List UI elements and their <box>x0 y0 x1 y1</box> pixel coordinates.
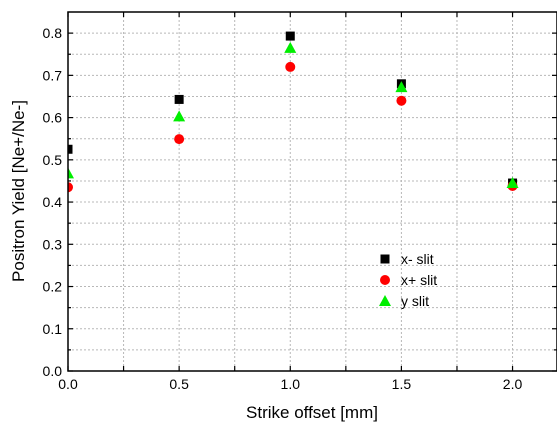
data-point-triangle <box>395 81 408 93</box>
y-tick-label: 0.8 <box>43 25 63 41</box>
data-point-circle <box>174 134 185 145</box>
legend-label: y slit <box>401 293 429 309</box>
x-tick-label: 0.5 <box>169 376 189 392</box>
y-tick-label: 0.3 <box>43 236 63 252</box>
data-point-square <box>174 94 184 104</box>
x-axis-label: Strike offset [mm] <box>246 403 378 422</box>
series-triangle <box>68 41 519 189</box>
x-tick-label: 0.0 <box>58 376 78 392</box>
data-point-triangle <box>506 177 519 189</box>
y-tick-label: 0.0 <box>43 363 63 379</box>
data-point-circle <box>68 182 73 193</box>
data-point-circle <box>396 95 407 106</box>
axis-ticks <box>67 12 557 372</box>
data-point-triangle <box>173 110 186 122</box>
grid-lines <box>68 12 557 371</box>
data-point-triangle <box>68 167 74 179</box>
data-points <box>68 31 519 193</box>
legend: x- slit x+ slit y slit <box>379 251 437 309</box>
y-tick-label: 0.5 <box>43 152 63 168</box>
data-point-triangle <box>284 41 297 53</box>
y-tick-label: 0.7 <box>43 67 63 83</box>
legend-marker-circle <box>380 275 390 285</box>
y-tick-label: 0.1 <box>43 321 63 337</box>
y-tick-label: 0.2 <box>43 279 63 295</box>
data-point-square <box>68 144 73 154</box>
legend-label: x+ slit <box>401 272 437 288</box>
x-tick-label: 1.0 <box>281 376 301 392</box>
legend-marker-square <box>380 254 390 264</box>
y-axis-label: Positron Yield [Ne+/Ne-] <box>9 100 28 282</box>
legend-marker-triangle <box>379 295 391 306</box>
x-tick-label: 2.0 <box>503 376 523 392</box>
tick-labels: 0.0 0.5 1.0 1.5 2.0 0.0 0.1 0.2 0.3 0.4 0.5 0.6 0.7 0… <box>43 25 523 392</box>
y-tick-label: 0.6 <box>43 110 63 126</box>
data-point-square <box>285 31 295 41</box>
y-tick-label: 0.4 <box>43 194 63 210</box>
legend-label: x- slit <box>401 251 434 267</box>
data-point-circle <box>285 61 296 72</box>
x-tick-label: 1.5 <box>392 376 412 392</box>
plot-frame <box>67 11 557 372</box>
